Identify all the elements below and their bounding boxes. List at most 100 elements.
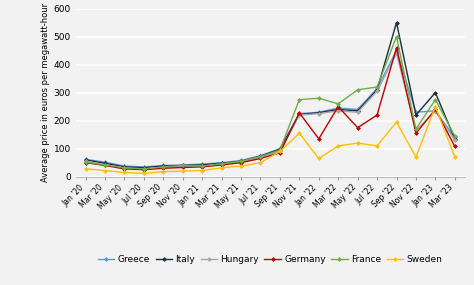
Line: France: France (84, 35, 456, 171)
Sweden (452, 155, 457, 159)
Greece (335, 106, 341, 110)
Hungary (335, 109, 341, 113)
Line: Greece: Greece (84, 49, 456, 169)
Italy (219, 162, 224, 165)
Italy (121, 165, 127, 169)
France (296, 98, 302, 101)
Italy (102, 162, 108, 165)
Hungary (121, 166, 127, 170)
Greece (238, 159, 244, 162)
Hungary (199, 164, 205, 168)
Greece (296, 112, 302, 115)
Sweden (355, 141, 360, 145)
Germany (141, 168, 146, 171)
Sweden (82, 167, 88, 170)
Hungary (82, 160, 88, 163)
Greece (102, 160, 108, 164)
Line: Sweden: Sweden (84, 105, 456, 175)
France (316, 97, 321, 100)
Line: Italy: Italy (84, 21, 456, 170)
Hungary (141, 167, 146, 170)
Hungary (374, 89, 380, 93)
Hungary (413, 129, 419, 132)
Germany (238, 161, 244, 164)
Italy (432, 91, 438, 94)
Greece (413, 111, 419, 114)
Germany (335, 105, 341, 108)
Greece (219, 161, 224, 164)
Hungary (238, 160, 244, 164)
Sweden (374, 144, 380, 148)
Germany (393, 46, 399, 50)
Germany (199, 165, 205, 169)
Germany (432, 108, 438, 111)
Greece (374, 87, 380, 90)
France (452, 134, 457, 138)
France (393, 35, 399, 38)
Italy (335, 108, 341, 111)
Italy (452, 137, 457, 141)
Italy (413, 113, 419, 117)
Greece (355, 108, 360, 111)
Sweden (199, 169, 205, 172)
Italy (160, 164, 166, 168)
Italy (277, 148, 283, 151)
Greece (141, 165, 146, 169)
Hungary (160, 166, 166, 169)
Sweden (335, 144, 341, 148)
Italy (180, 164, 185, 167)
Sweden (238, 164, 244, 168)
Sweden (121, 171, 127, 174)
Germany (296, 111, 302, 115)
Germany (316, 137, 321, 141)
Sweden (316, 157, 321, 160)
France (355, 88, 360, 91)
Hungary (393, 52, 399, 55)
Greece (452, 136, 457, 139)
France (160, 165, 166, 169)
Germany (102, 164, 108, 167)
Italy (238, 160, 244, 163)
Italy (257, 154, 263, 158)
France (102, 163, 108, 167)
Italy (316, 111, 321, 115)
France (413, 127, 419, 131)
Germany (219, 163, 224, 167)
Sweden (393, 120, 399, 124)
Hungary (257, 155, 263, 159)
Hungary (432, 109, 438, 113)
Hungary (296, 113, 302, 117)
Italy (82, 158, 88, 162)
France (257, 155, 263, 158)
France (335, 102, 341, 105)
Sweden (257, 161, 263, 164)
Greece (257, 154, 263, 157)
Greece (160, 164, 166, 167)
Greece (432, 109, 438, 113)
Sweden (296, 132, 302, 135)
Germany (160, 166, 166, 170)
Greece (277, 147, 283, 150)
Greece (316, 111, 321, 114)
Line: Germany: Germany (84, 46, 456, 172)
Italy (199, 163, 205, 167)
Greece (393, 49, 399, 52)
France (277, 148, 283, 152)
Italy (374, 88, 380, 91)
France (374, 85, 380, 89)
Hungary (102, 163, 108, 166)
Y-axis label: Average price in euros per megawatt-hour: Average price in euros per megawatt-hour (41, 3, 50, 182)
Germany (277, 151, 283, 154)
France (238, 160, 244, 163)
Germany (413, 132, 419, 135)
France (219, 162, 224, 166)
Italy (296, 113, 302, 116)
Germany (257, 157, 263, 160)
Germany (180, 166, 185, 169)
Sweden (219, 166, 224, 170)
Legend: Greece, Italy, Hungary, Germany, France, Sweden: Greece, Italy, Hungary, Germany, France,… (94, 252, 446, 268)
France (432, 98, 438, 101)
Germany (355, 126, 360, 129)
France (82, 160, 88, 164)
Sweden (102, 169, 108, 172)
